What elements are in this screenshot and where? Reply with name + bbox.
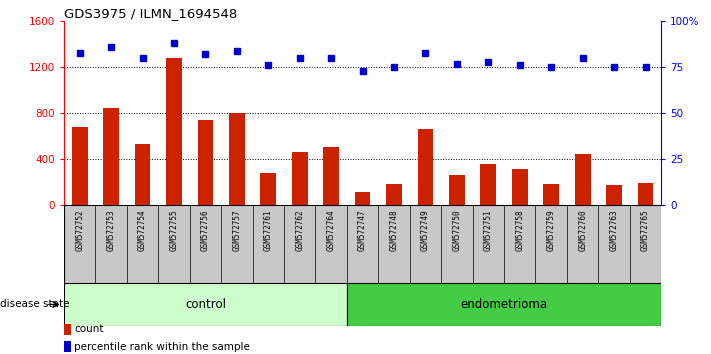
Text: control: control: [185, 298, 226, 311]
Bar: [512, 169, 528, 205]
Bar: [229, 113, 245, 205]
Bar: [481, 164, 496, 205]
Bar: [449, 175, 465, 205]
Bar: [72, 127, 87, 205]
Text: GSM572755: GSM572755: [169, 209, 178, 251]
Text: GSM572754: GSM572754: [138, 209, 147, 251]
Bar: [260, 173, 276, 205]
Text: GSM572765: GSM572765: [641, 209, 650, 251]
Text: endometrioma: endometrioma: [461, 298, 547, 311]
Bar: [574, 154, 591, 205]
Text: GDS3975 / ILMN_1694548: GDS3975 / ILMN_1694548: [64, 7, 237, 20]
Bar: [417, 130, 433, 205]
Text: GSM572756: GSM572756: [201, 209, 210, 251]
Text: GSM572750: GSM572750: [452, 209, 461, 251]
Text: GSM572763: GSM572763: [609, 209, 619, 251]
Bar: [134, 144, 151, 205]
Bar: [198, 120, 213, 205]
Text: GSM572749: GSM572749: [421, 209, 430, 251]
Bar: [386, 184, 402, 205]
Text: GSM572748: GSM572748: [390, 209, 399, 251]
Bar: [64, 341, 71, 353]
Bar: [64, 324, 71, 335]
Bar: [166, 58, 182, 205]
Text: GSM572761: GSM572761: [264, 209, 273, 251]
Bar: [347, 283, 661, 326]
Bar: [64, 283, 347, 326]
Text: GSM572751: GSM572751: [484, 209, 493, 251]
Text: GSM572753: GSM572753: [107, 209, 116, 251]
Text: GSM572764: GSM572764: [326, 209, 336, 251]
Bar: [355, 192, 370, 205]
Bar: [543, 184, 559, 205]
Text: GSM572752: GSM572752: [75, 209, 84, 251]
Text: percentile rank within the sample: percentile rank within the sample: [75, 342, 250, 352]
Text: GSM572759: GSM572759: [547, 209, 556, 251]
Text: disease state: disease state: [0, 299, 70, 309]
Bar: [103, 108, 119, 205]
Text: GSM572762: GSM572762: [295, 209, 304, 251]
Bar: [324, 147, 339, 205]
Text: GSM572758: GSM572758: [515, 209, 524, 251]
Text: GSM572747: GSM572747: [358, 209, 367, 251]
Bar: [292, 152, 308, 205]
Text: GSM572757: GSM572757: [232, 209, 241, 251]
Bar: [638, 183, 653, 205]
Bar: [606, 185, 622, 205]
Text: GSM572760: GSM572760: [578, 209, 587, 251]
Text: count: count: [75, 324, 104, 334]
